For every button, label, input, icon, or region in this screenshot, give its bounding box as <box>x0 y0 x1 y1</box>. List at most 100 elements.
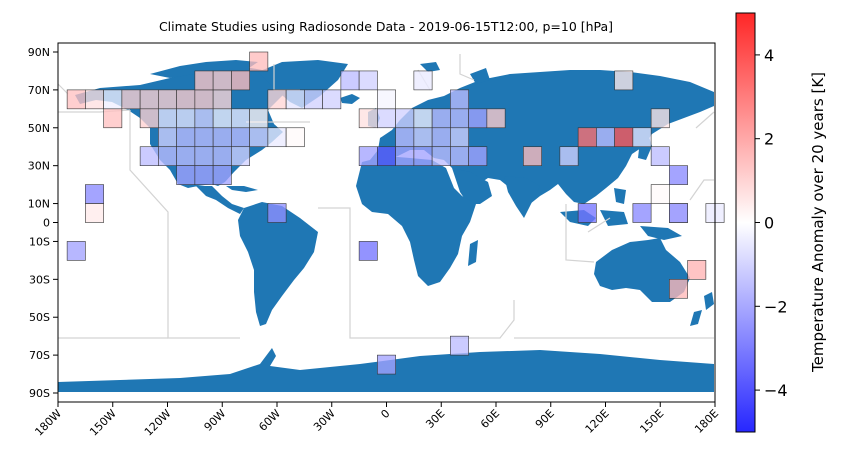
colorbar: 4 2 0 −2 −4 Temperature Anomaly over 20 year… <box>735 12 827 433</box>
anomaly-cell <box>669 203 688 223</box>
y-tick-label: 0 <box>43 217 50 230</box>
canadian-archipelago <box>150 60 258 78</box>
x-tick-label: 60E <box>478 407 502 431</box>
africa-landmass <box>356 156 476 286</box>
colorbar-ticks: 4 2 0 −2 −4 <box>755 46 788 400</box>
anomaly-cell <box>468 108 488 129</box>
anomaly-cell <box>450 146 469 166</box>
anomaly-cell <box>468 146 488 166</box>
anomaly-cell <box>121 89 141 110</box>
y-tick-label: 10N <box>28 198 50 211</box>
boundary-line <box>129 110 240 339</box>
anomaly-cell <box>395 146 415 166</box>
anomaly-cell <box>577 127 597 148</box>
x-tick-label: 150E <box>637 407 666 436</box>
anomaly-cell <box>267 127 287 148</box>
anomaly-cell <box>486 108 506 129</box>
anomaly-cell <box>577 203 597 223</box>
anomaly-cell <box>450 335 469 356</box>
anomaly-cell <box>395 127 415 148</box>
southeast-asia-islands <box>560 188 628 226</box>
anomaly-cell <box>450 127 469 148</box>
anomaly-cell <box>194 70 214 91</box>
anomaly-cell <box>358 241 378 261</box>
anomaly-cell <box>103 89 123 110</box>
anomaly-cell <box>413 108 433 129</box>
anomaly-cell <box>139 108 159 129</box>
colorbar-tick-label: −2 <box>764 297 788 316</box>
anomaly-cell <box>212 146 232 166</box>
map-title: Climate Studies using Radiosonde Data - … <box>159 19 613 34</box>
anomaly-cell <box>650 184 670 204</box>
colorbar-label: Temperature Anomaly over 20 years [K] <box>809 72 827 373</box>
y-tick-label: 90N <box>28 46 50 59</box>
caribbean-islands <box>226 186 258 192</box>
x-tick-label: 180W <box>32 407 64 439</box>
y-tick-label: 70N <box>28 84 50 97</box>
anomaly-cell <box>85 89 104 110</box>
arabian-peninsula <box>452 168 492 204</box>
anomaly-cells <box>66 51 725 375</box>
anomaly-cell <box>285 89 305 110</box>
x-tick-label: 90W <box>202 407 229 434</box>
anomaly-cell <box>669 165 688 185</box>
anomaly-cell <box>249 51 269 72</box>
boundary-line <box>459 54 475 81</box>
anomaly-cell <box>139 146 159 166</box>
anomaly-cell <box>158 108 177 129</box>
x-tick-label: 120W <box>142 407 174 439</box>
madagascar-island <box>468 240 478 266</box>
anomaly-cell <box>340 70 360 91</box>
anomaly-cell <box>614 70 634 91</box>
anomaly-cell <box>176 108 196 129</box>
australia-landmass <box>594 238 690 302</box>
anomaly-cell <box>231 70 250 91</box>
x-tick-label: 30W <box>311 407 338 434</box>
y-tick-label: 90S <box>29 387 50 400</box>
anomaly-cell <box>377 354 396 375</box>
anomaly-cell <box>66 241 86 261</box>
anomaly-cell <box>194 108 214 129</box>
y-tick-label: 50N <box>28 122 50 135</box>
map-plot <box>57 42 725 403</box>
new-zealand-islands <box>690 292 714 326</box>
anomaly-cell <box>267 89 287 110</box>
x-tick-label: 90E <box>533 407 557 431</box>
anomaly-cell <box>85 184 104 204</box>
anomaly-cell <box>194 127 214 148</box>
anomaly-cell <box>377 89 396 110</box>
boundary-line <box>587 217 611 233</box>
boundary-line <box>695 111 715 129</box>
anomaly-cell <box>249 108 269 129</box>
colorbar-tick-label: 2 <box>764 130 774 149</box>
anomaly-cell <box>413 70 433 91</box>
anomaly-cell <box>194 165 214 185</box>
x-tick-label: 120E <box>583 407 612 436</box>
anomaly-cell <box>176 146 196 166</box>
anomaly-cell <box>85 203 104 223</box>
anomaly-cell <box>377 108 396 129</box>
anomaly-cell <box>176 127 196 148</box>
x-tick-label: 0 <box>378 407 392 421</box>
south-america-landmass <box>238 202 318 326</box>
anomaly-cell <box>231 108 250 129</box>
indian-subcontinent <box>504 176 540 218</box>
anomaly-cell <box>413 127 433 148</box>
anomaly-cell <box>212 108 232 129</box>
anomaly-cell <box>358 70 378 91</box>
anomaly-cell <box>194 89 214 110</box>
anomaly-cell <box>450 89 469 110</box>
anomaly-cell <box>431 146 451 166</box>
anomaly-cell <box>66 89 86 110</box>
anomaly-cell <box>158 89 177 110</box>
anomaly-cell <box>103 108 123 129</box>
anomaly-cell <box>632 203 652 223</box>
x-axis: 180W 150W 120W 90W 60W 30W 0 30E 60E 90E 120E 150E 1… <box>32 402 721 439</box>
anomaly-cell <box>650 108 670 129</box>
boundary-line <box>318 207 515 339</box>
anomaly-cell <box>139 89 159 110</box>
anomaly-cell <box>669 279 688 299</box>
boundary-line <box>565 204 595 263</box>
anomaly-cell <box>358 146 378 166</box>
